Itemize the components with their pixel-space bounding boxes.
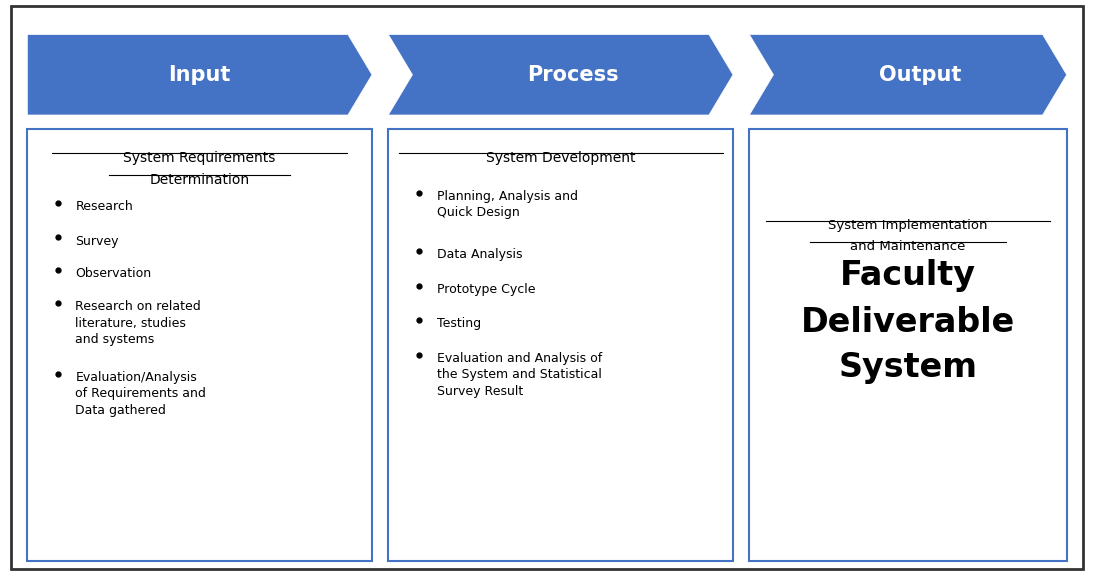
Text: Evaluation/Analysis
of Requirements and
Data gathered: Evaluation/Analysis of Requirements and …: [75, 371, 207, 417]
FancyBboxPatch shape: [388, 129, 733, 561]
Text: Survey: Survey: [75, 235, 119, 248]
Polygon shape: [27, 34, 372, 115]
Text: and Maintenance: and Maintenance: [850, 240, 966, 253]
Text: Research: Research: [75, 200, 133, 213]
Polygon shape: [749, 34, 1067, 115]
Text: Planning, Analysis and
Quick Design: Planning, Analysis and Quick Design: [437, 190, 578, 219]
Text: Output: Output: [878, 65, 962, 85]
Text: Determination: Determination: [150, 172, 249, 186]
Text: Observation: Observation: [75, 267, 152, 281]
Polygon shape: [388, 34, 733, 115]
Text: Process: Process: [527, 65, 618, 85]
Text: Data Analysis: Data Analysis: [437, 248, 522, 262]
Text: Faculty
Deliverable
System: Faculty Deliverable System: [801, 259, 1015, 385]
Text: System Requirements: System Requirements: [124, 151, 276, 164]
FancyBboxPatch shape: [27, 129, 372, 561]
Text: System Development: System Development: [486, 151, 636, 164]
Text: System Implementation: System Implementation: [828, 218, 988, 232]
FancyBboxPatch shape: [11, 6, 1083, 569]
Text: Testing: Testing: [437, 317, 480, 331]
Text: Input: Input: [168, 65, 231, 85]
Text: Research on related
literature, studies
and systems: Research on related literature, studies …: [75, 300, 201, 346]
Text: Prototype Cycle: Prototype Cycle: [437, 283, 535, 296]
FancyBboxPatch shape: [749, 129, 1067, 561]
Text: Evaluation and Analysis of
the System and Statistical
Survey Result: Evaluation and Analysis of the System an…: [437, 352, 602, 398]
